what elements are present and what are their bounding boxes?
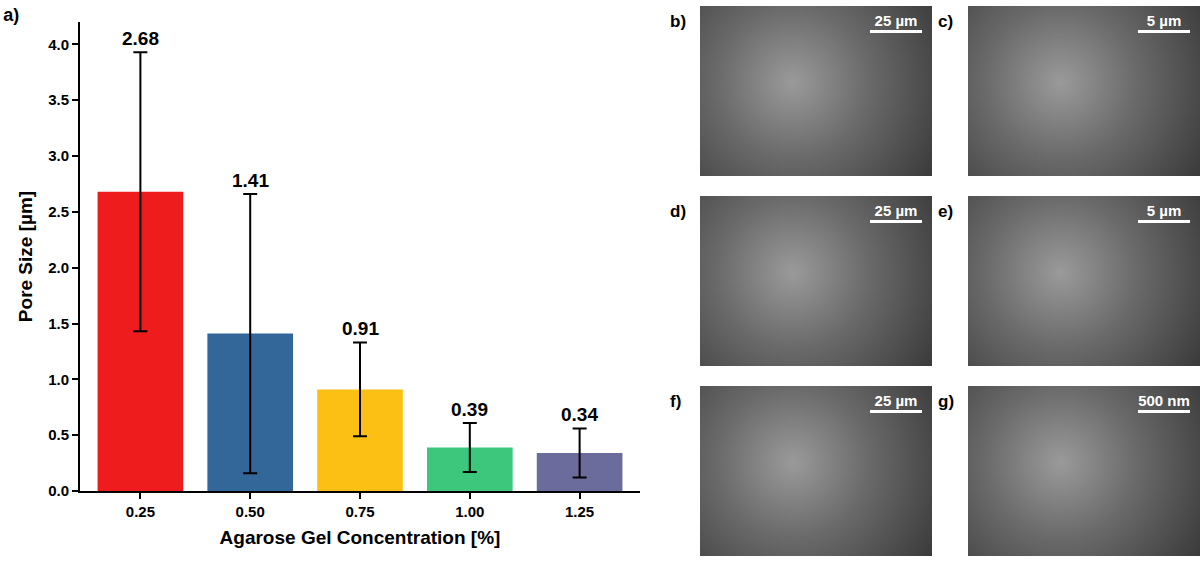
html-text:500 nm: 500 nm — [1138, 392, 1190, 409]
svg-text:0.39: 0.39 — [451, 399, 488, 420]
html-text:5 µm: 5 µm — [1146, 12, 1182, 29]
svg-text:Agarose Gel Concentration [%]: Agarose Gel Concentration [%] — [220, 527, 501, 548]
svg-text:0.25: 0.25 — [126, 503, 155, 520]
svg-text:Pore Size [µm]: Pore Size [µm] — [15, 191, 36, 322]
svg-text:a): a) — [3, 5, 19, 25]
html-text:25 µm: 25 µm — [874, 12, 918, 29]
html-text:c): c) — [938, 12, 954, 31]
html-text:g): g) — [938, 392, 954, 411]
html-text:25 µm: 25 µm — [874, 202, 918, 219]
html-text:f): f) — [670, 392, 682, 411]
html-text:b): b) — [670, 12, 686, 31]
svg-text:0.34: 0.34 — [561, 404, 598, 425]
svg-text:1.00: 1.00 — [455, 503, 484, 520]
html-text:e): e) — [938, 202, 954, 221]
svg-text:3.0: 3.0 — [48, 147, 69, 164]
svg-text:4.0: 4.0 — [48, 36, 69, 53]
svg-text:1.5: 1.5 — [48, 315, 69, 332]
html-text:25 µm: 25 µm — [874, 392, 918, 409]
svg-text:2.5: 2.5 — [48, 203, 69, 220]
svg-text:0.91: 0.91 — [342, 318, 379, 339]
svg-text:1.25: 1.25 — [565, 503, 594, 520]
svg-text:1.0: 1.0 — [48, 371, 69, 388]
svg-text:1.41: 1.41 — [232, 170, 269, 191]
svg-text:0.5: 0.5 — [48, 426, 69, 443]
svg-text:2.68: 2.68 — [122, 28, 159, 49]
svg-text:0.0: 0.0 — [48, 482, 69, 499]
svg-text:0.75: 0.75 — [345, 503, 374, 520]
svg-text:2.0: 2.0 — [48, 259, 69, 276]
svg-text:0.50: 0.50 — [236, 503, 265, 520]
html-text:d): d) — [670, 202, 686, 221]
svg-text:3.5: 3.5 — [48, 91, 69, 108]
html-text:5 µm: 5 µm — [1146, 202, 1182, 219]
